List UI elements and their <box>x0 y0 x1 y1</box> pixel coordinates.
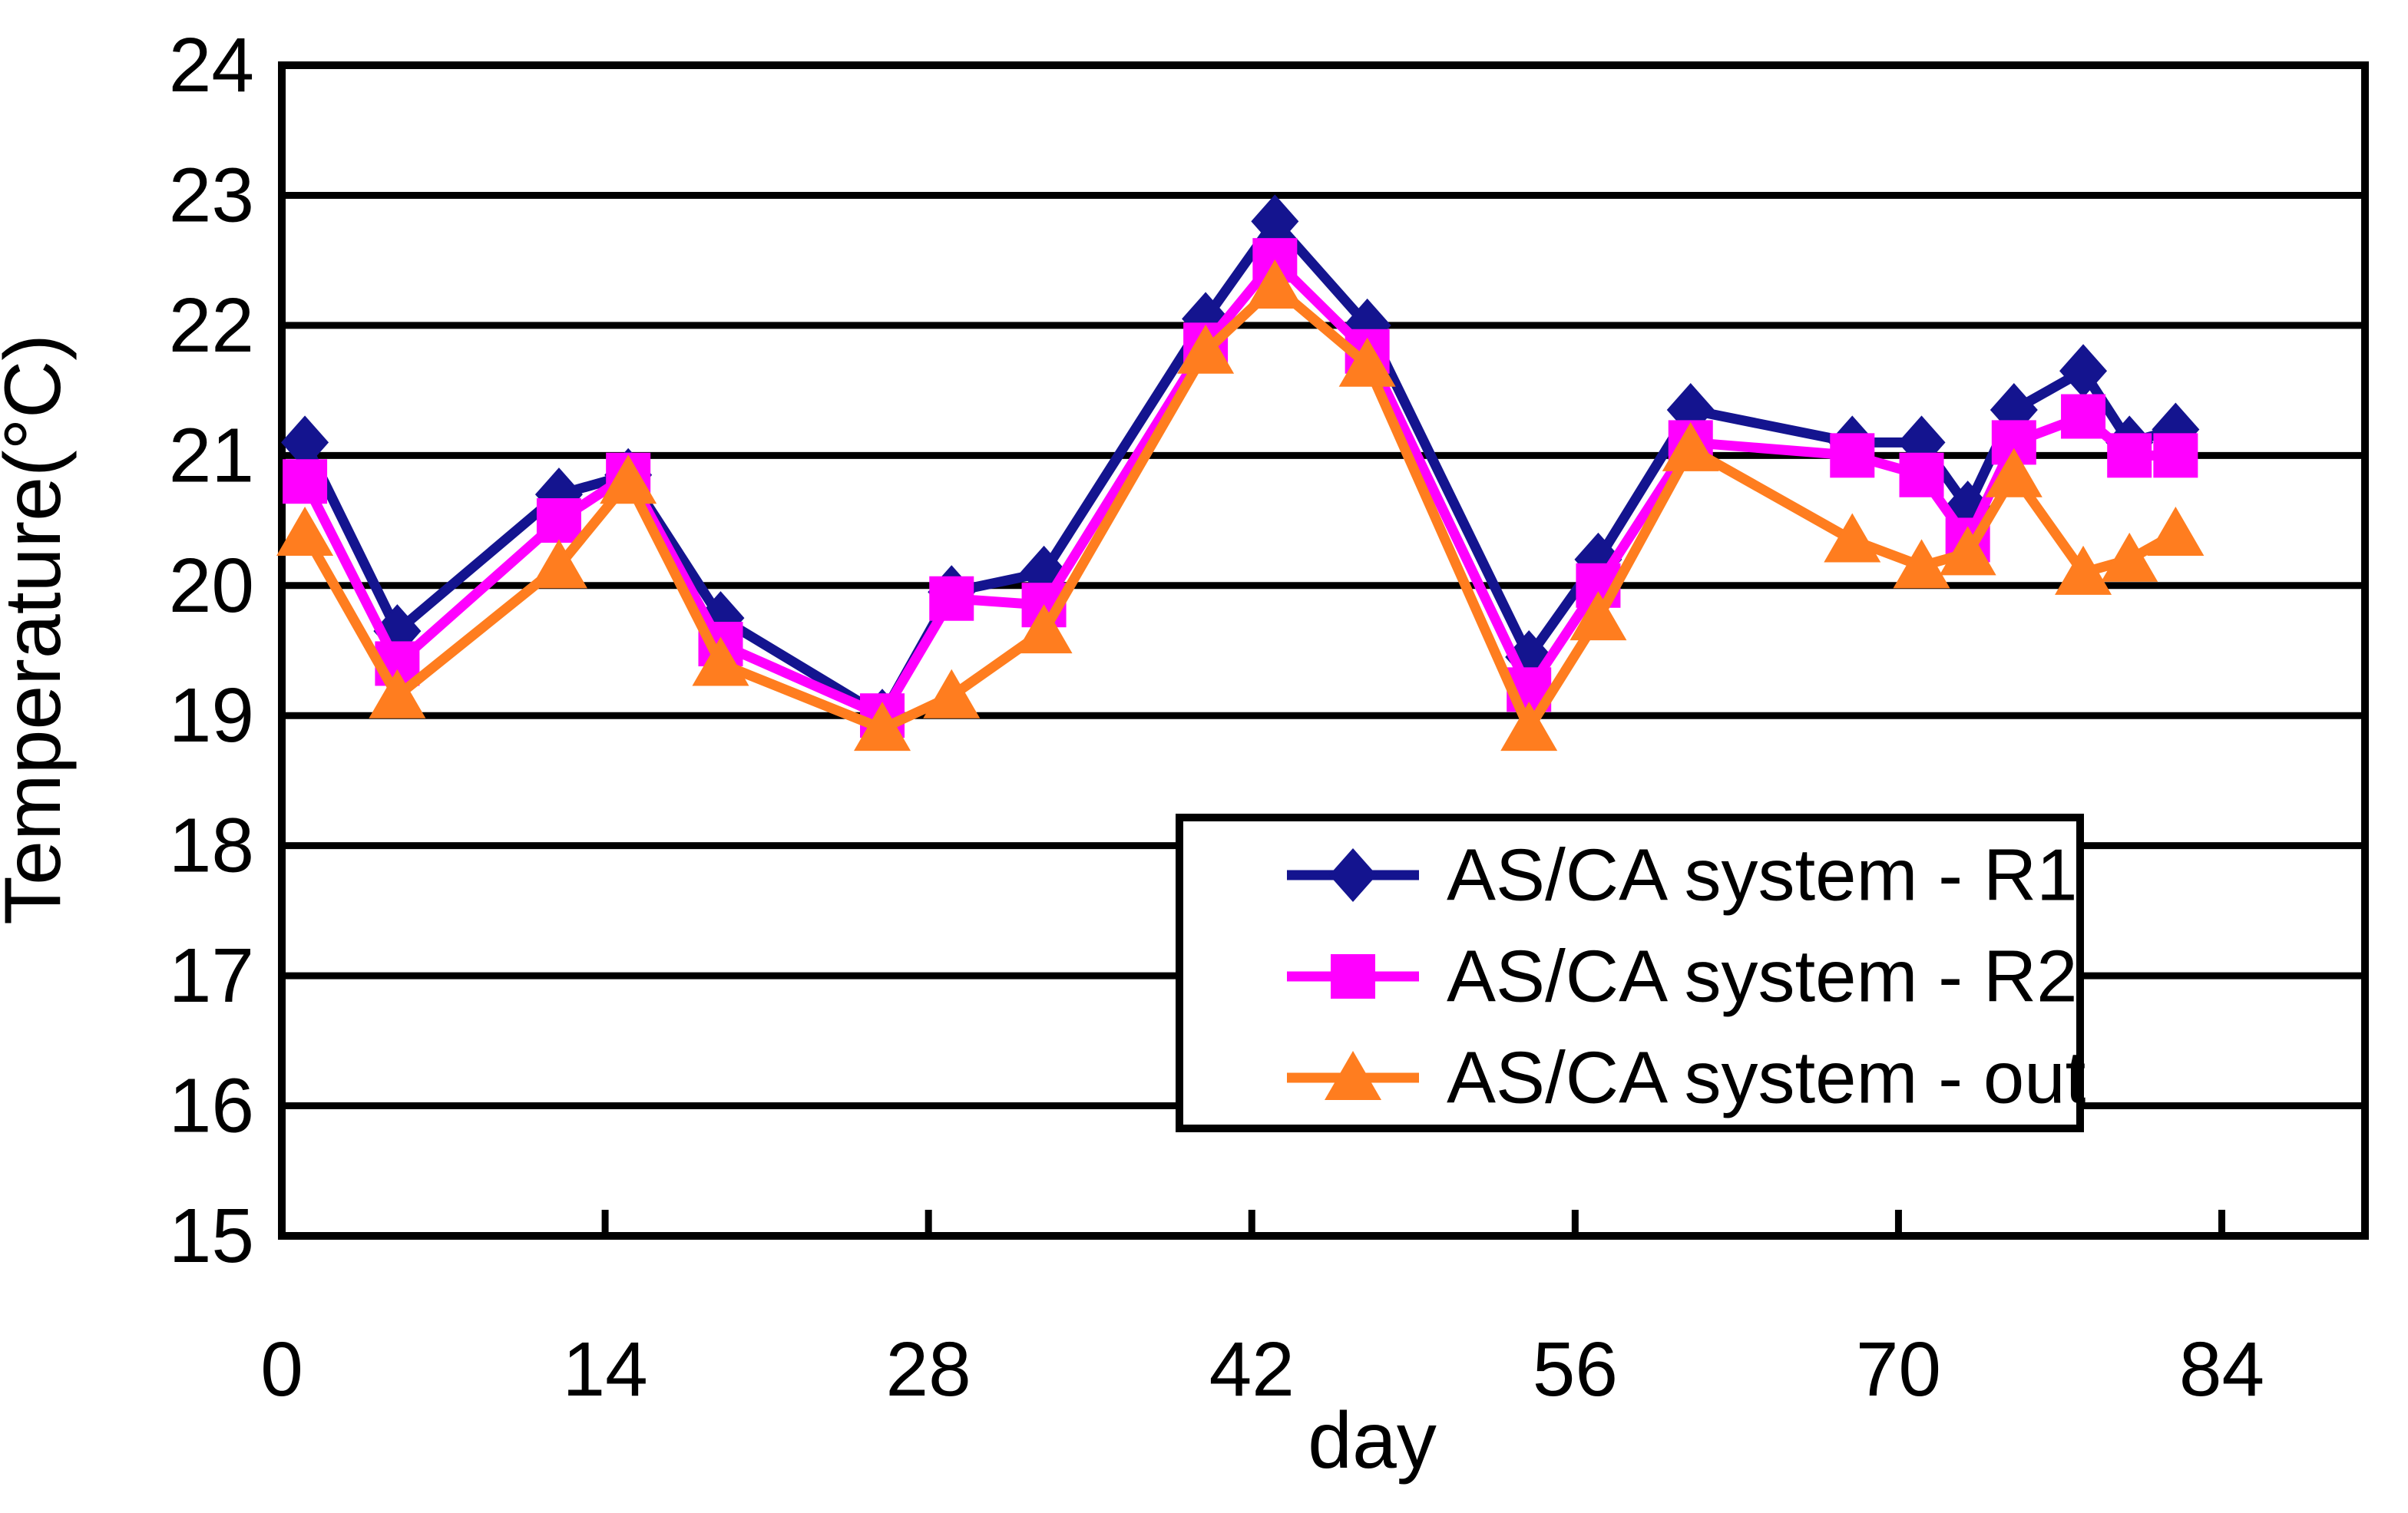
triangle-marker <box>1177 324 1235 374</box>
triangle-marker <box>276 507 334 556</box>
legend-label: AS/CA system - out <box>1447 1037 2086 1119</box>
x-axis-title: day <box>1308 1396 1437 1485</box>
y-tick-label: 23 <box>169 152 254 238</box>
diamond-marker <box>1251 194 1299 249</box>
triangle-marker <box>2101 532 2158 582</box>
x-tick-label: 56 <box>1533 1326 1618 1412</box>
triangle-marker <box>1893 539 1950 589</box>
square-marker <box>929 576 974 621</box>
triangle-marker <box>530 539 587 589</box>
y-tick-label: 15 <box>169 1193 254 1279</box>
legend-label: AS/CA system - R2 <box>1447 936 2078 1018</box>
triangle-marker <box>1500 702 1558 752</box>
legend-diamond-marker <box>1329 848 1377 902</box>
x-tick-label: 14 <box>562 1326 647 1412</box>
square-marker <box>2061 394 2106 439</box>
y-tick-label: 24 <box>169 22 254 108</box>
triangle-marker <box>1015 604 1073 654</box>
diamond-marker <box>281 415 329 470</box>
y-tick-label: 19 <box>169 672 254 758</box>
y-tick-label: 16 <box>169 1063 254 1149</box>
triangle-marker <box>369 669 426 719</box>
triangle-marker <box>1246 259 1304 309</box>
y-axis-title: Temperature(°C) <box>0 334 78 925</box>
x-tick-label: 0 <box>260 1326 303 1412</box>
legend-triangle-marker <box>1325 1051 1381 1100</box>
y-tick-label: 21 <box>169 412 254 498</box>
triangle-marker <box>1338 337 1396 387</box>
square-marker <box>2107 433 2152 478</box>
square-marker <box>536 498 581 543</box>
triangle-marker <box>1570 591 1627 641</box>
triangle-marker <box>2055 545 2112 595</box>
plot-frame <box>278 61 2369 1240</box>
triangle-marker <box>1939 526 1996 576</box>
x-tick-label: 42 <box>1209 1326 1295 1412</box>
triangle-marker <box>854 702 911 752</box>
y-tick-label: 18 <box>169 803 254 889</box>
diamond-marker <box>2059 344 2108 398</box>
y-tick-label: 17 <box>169 933 254 1019</box>
x-tick-label: 70 <box>1856 1326 1941 1412</box>
triangle-marker <box>1662 421 1719 471</box>
legend-square-marker <box>1331 954 1375 999</box>
triangle-marker <box>923 669 981 719</box>
square-marker <box>1899 452 1944 497</box>
triangle-marker <box>2147 507 2205 556</box>
y-tick-label: 20 <box>169 543 254 629</box>
y-tick-label: 22 <box>169 282 254 368</box>
x-tick-label: 84 <box>2179 1326 2264 1412</box>
square-marker <box>283 459 328 504</box>
triangle-marker <box>692 636 749 686</box>
square-marker <box>2153 433 2198 478</box>
square-marker <box>1830 433 1875 478</box>
triangle-marker <box>1985 448 2043 497</box>
legend-label: AS/CA system - R1 <box>1447 834 2078 917</box>
triangle-marker <box>1824 513 1881 563</box>
triangle-marker <box>600 454 657 504</box>
x-tick-label: 28 <box>886 1326 971 1412</box>
